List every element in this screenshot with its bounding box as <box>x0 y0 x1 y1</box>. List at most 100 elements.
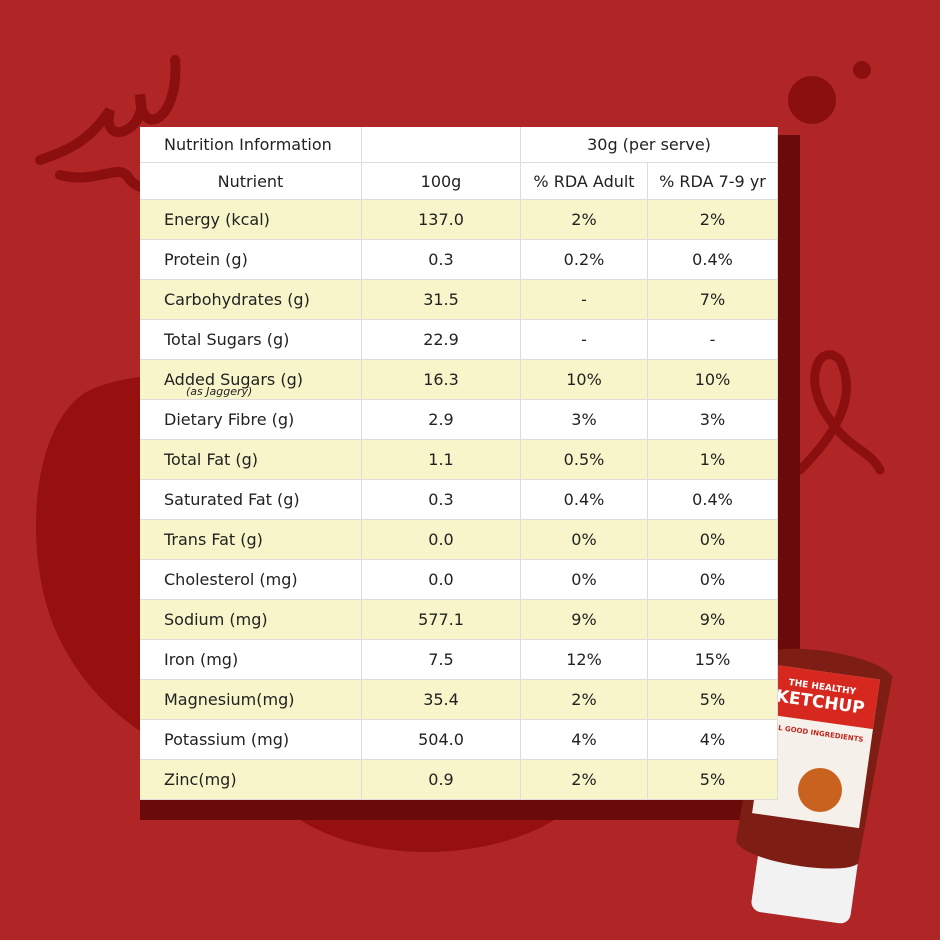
table-cell: 0.4% <box>648 240 778 280</box>
table-cell: Total Fat (g) <box>140 440 362 480</box>
table-cell: Dietary Fibre (g) <box>140 400 362 440</box>
cell-text: 0.2% <box>563 250 605 269</box>
cell-text: 12% <box>566 650 602 669</box>
table-cell: 9% <box>648 600 778 640</box>
table-cell: 7.5 <box>362 640 521 680</box>
table-cell: Protein (g) <box>140 240 362 280</box>
header-cell: Nutrition Information <box>140 127 362 163</box>
header-cell <box>362 127 521 163</box>
cell-text: 7.5 <box>428 650 454 669</box>
cell-text: Total Fat (g) <box>164 450 258 469</box>
cell-text: 0.4% <box>692 250 733 269</box>
table-cell: 9% <box>521 600 648 640</box>
table-cell: 35.4 <box>362 680 521 720</box>
cell-text: Energy (kcal) <box>164 210 270 229</box>
cell-text: 0% <box>699 570 726 589</box>
cell-text: 9% <box>571 610 597 629</box>
table-cell: 504.0 <box>362 720 521 760</box>
cell-text: 3% <box>699 410 726 429</box>
table-cell: 0.5% <box>521 440 648 480</box>
cell-text: 0.4% <box>563 490 605 509</box>
table-cell: Sodium (mg) <box>140 600 362 640</box>
table-cell: 22.9 <box>362 320 521 360</box>
table-cell: 4% <box>521 720 648 760</box>
cell-text: Added Sugars (g) <box>164 370 303 389</box>
cell-text: 2% <box>699 210 726 229</box>
cell-text: Total Sugars (g) <box>164 330 290 349</box>
table-cell: 0.3 <box>362 240 521 280</box>
cell-text: 0% <box>571 570 597 589</box>
table-cell: 0.9 <box>362 760 521 800</box>
note: (as Jaggery) <box>186 385 253 398</box>
table-cell: 1.1 <box>362 440 521 480</box>
table-cell: 16.3 <box>362 360 521 400</box>
table-cell: 0% <box>521 520 648 560</box>
table-cell: 12% <box>521 640 648 680</box>
cell-text: 3% <box>571 410 597 429</box>
cell-text: Cholesterol (mg) <box>164 570 298 589</box>
table-cell: 2% <box>648 200 778 240</box>
table-cell: - <box>521 320 648 360</box>
table-cell: 5% <box>648 680 778 720</box>
cell-text: 2.9 <box>428 410 454 429</box>
cell-text: % RDA Adult <box>533 171 635 191</box>
table-cell: Potassium (mg) <box>140 720 362 760</box>
cell-text: 2% <box>571 770 597 789</box>
table-cell: 0.4% <box>648 480 778 520</box>
table-cell: 7% <box>648 280 778 320</box>
cell-text: Potassium (mg) <box>164 730 290 749</box>
table-cell: 2% <box>521 200 648 240</box>
table-cell: 31.5 <box>362 280 521 320</box>
table-cell: Added Sugars (g) (as Jaggery) <box>140 360 362 400</box>
cell-text: Nutrient <box>217 171 284 191</box>
squiggle <box>795 350 885 475</box>
table-cell: 0.3 <box>362 480 521 520</box>
table-cell: 2% <box>521 760 648 800</box>
cell-text: 22.9 <box>423 330 459 349</box>
cell-text: 4% <box>571 730 597 749</box>
table-cell: Magnesium(mg) <box>140 680 362 720</box>
table-cell: 0% <box>648 520 778 560</box>
table-cell: 5% <box>648 760 778 800</box>
cell-text: Protein (g) <box>164 250 248 269</box>
column-header: Nutrient <box>140 163 362 200</box>
cell-text: Dietary Fibre (g) <box>164 410 295 429</box>
cell-text: 16.3 <box>423 370 459 389</box>
cell-text: 7% <box>699 290 726 309</box>
table-cell: 137.0 <box>362 200 521 240</box>
cell-text: 10% <box>566 370 602 389</box>
cell-text: 35.4 <box>423 690 459 709</box>
column-header: % RDA Adult <box>521 163 648 200</box>
table-cell: 1% <box>648 440 778 480</box>
cell-text: 0.0 <box>428 570 454 589</box>
cell-text: 0.3 <box>428 250 454 269</box>
cell-text: 100g <box>420 171 462 191</box>
cell-text: 0% <box>571 530 597 549</box>
table-cell: 0.0 <box>362 560 521 600</box>
table-cell: 10% <box>521 360 648 400</box>
cell-text: - <box>581 290 587 309</box>
table-cell: - <box>521 280 648 320</box>
table-cell: - <box>648 320 778 360</box>
column-header: % RDA 7-9 yr <box>648 163 778 200</box>
cell-text: Saturated Fat (g) <box>164 490 300 509</box>
cell-text: 2% <box>571 690 597 709</box>
dot <box>853 61 871 79</box>
cell-text: 0.0 <box>428 530 454 549</box>
cell-text: 5% <box>699 690 726 709</box>
table-cell: 0.0 <box>362 520 521 560</box>
table-cell: Trans Fat (g) <box>140 520 362 560</box>
cell-text: Magnesium(mg) <box>164 690 295 709</box>
cell-text: Nutrition Information <box>164 135 332 154</box>
cell-text: Trans Fat (g) <box>164 530 263 549</box>
cell-text: - <box>581 330 587 349</box>
cell-text: 0.4% <box>692 490 733 509</box>
cell-text: 1.1 <box>428 450 454 469</box>
column-header: 100g <box>362 163 521 200</box>
table-cell: Iron (mg) <box>140 640 362 680</box>
cell-text: 31.5 <box>423 290 459 309</box>
cell-text: Sodium (mg) <box>164 610 268 629</box>
table-cell: 0.4% <box>521 480 648 520</box>
cell-text: 9% <box>699 610 726 629</box>
